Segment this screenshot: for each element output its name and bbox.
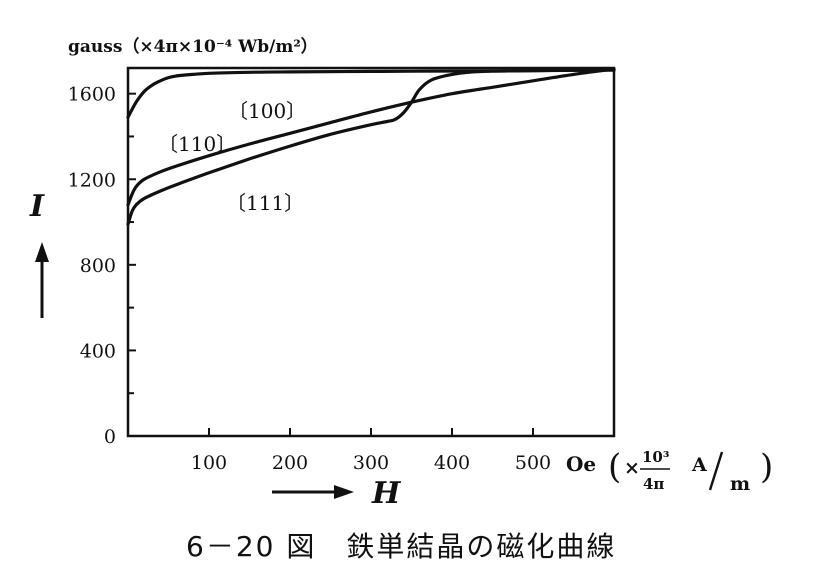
series-100-label: 〔100〕 [228,99,306,123]
series-110-line [126,67,616,207]
x-tick-label: 300 [353,452,389,474]
x-tick-label: 500 [515,452,551,474]
svg-text:A: A [691,454,707,476]
y-tick-label: 400 [80,340,116,362]
svg-text:(: ( [608,447,621,487]
y-tick-label: 800 [80,255,116,277]
y-tick-label: 0 [104,426,116,448]
svg-text:Oe: Oe [566,452,596,476]
y-tick-label: 1600 [68,84,116,106]
svg-text:4π: 4π [643,475,664,493]
x-tick-label: 100 [191,452,227,474]
svg-text:): ) [760,447,773,487]
y-axis-arrow [35,242,49,318]
x-axis-unit-label: Oe ( × 10³ 4π A m ) [566,447,773,495]
x-axis-arrow [272,485,354,499]
series-111-label: 〔111〕 [226,191,304,215]
svg-text:m: m [730,473,750,495]
series-110-label: 〔110〕 [158,132,236,156]
figure-caption: 6－20 図 鉄単結晶の磁化曲線 [186,530,616,563]
series-100-line [126,68,616,119]
x-axis-label: H [371,476,402,511]
svg-text:10³: 10³ [642,448,669,466]
x-tick-label: 400 [434,452,470,474]
series-111-line [126,68,616,226]
y-axis-label: I [29,189,45,224]
y-axis-unit-label: gauss（×4π×10⁻⁴ Wb/m²） [68,36,318,57]
svg-text:×: × [624,457,640,479]
x-tick-label: 200 [272,452,308,474]
y-tick-label: 1200 [68,169,116,191]
